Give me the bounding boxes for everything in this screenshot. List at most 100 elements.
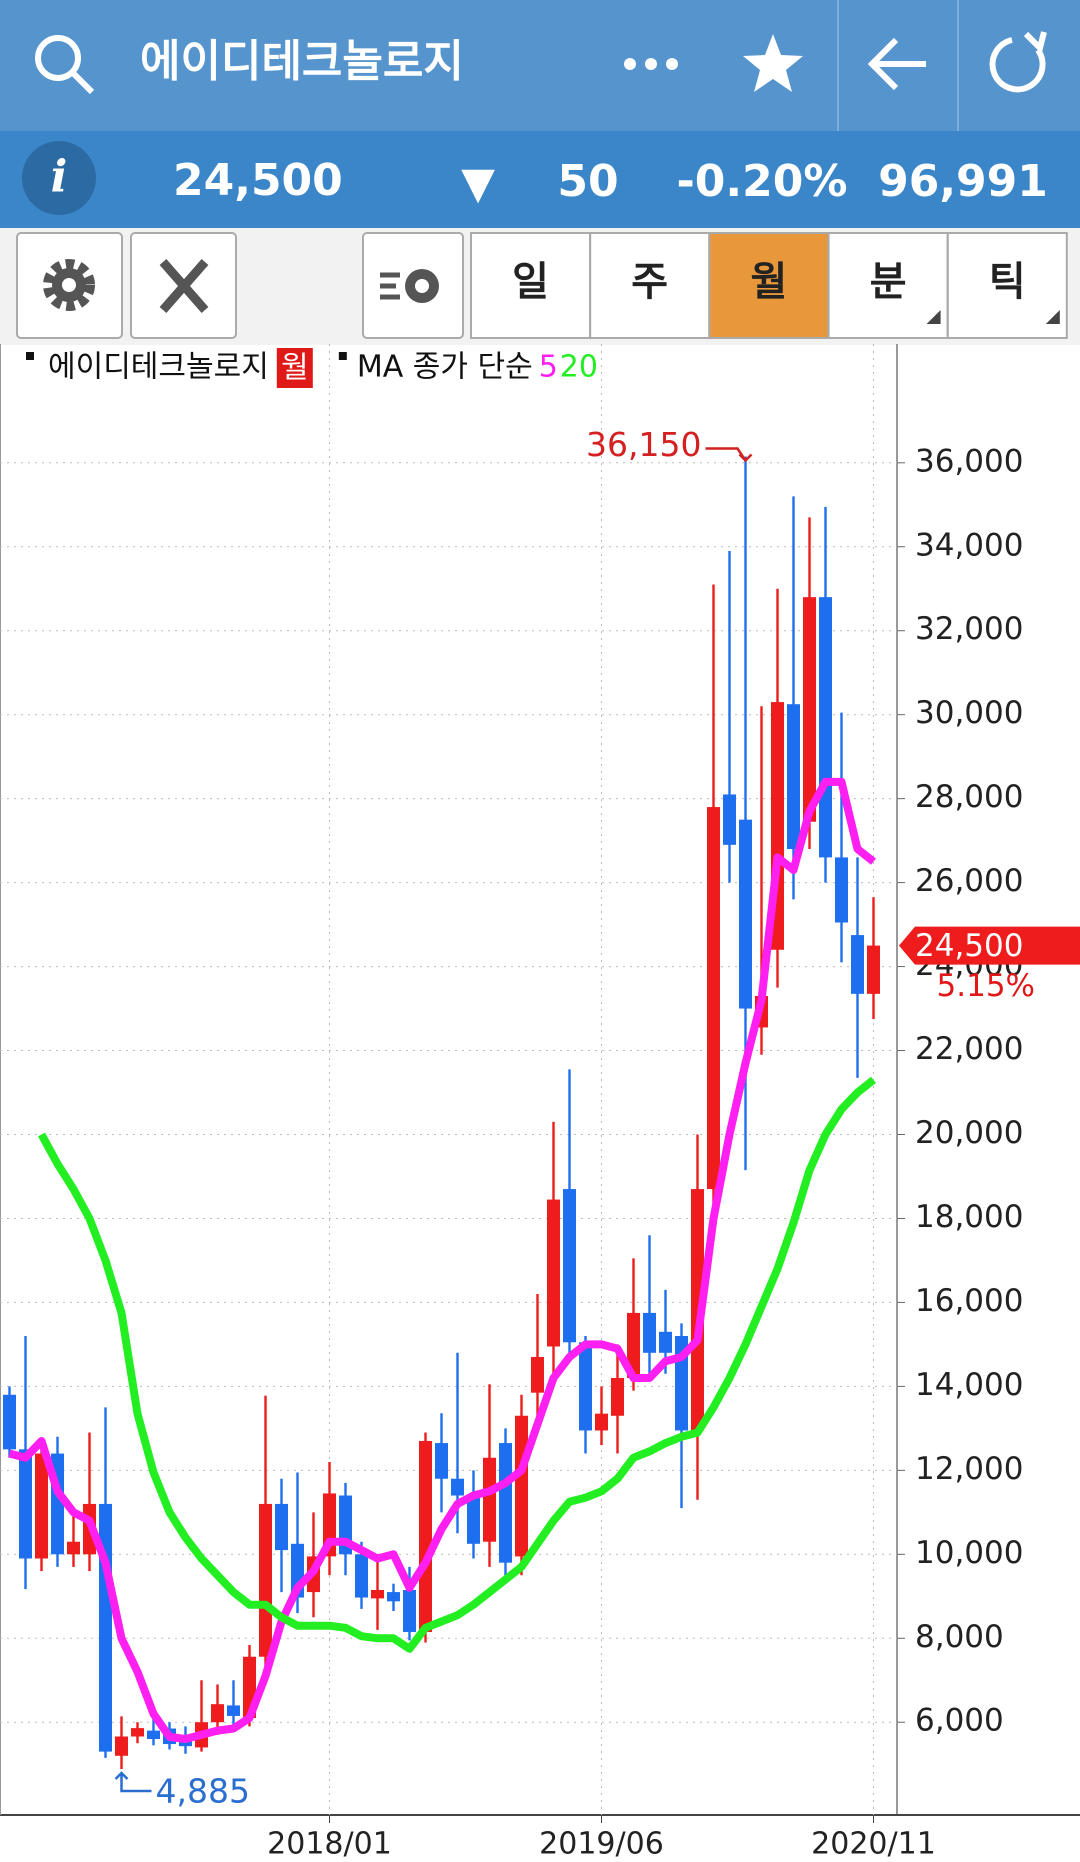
indicator-button[interactable] [362, 232, 464, 339]
candle-body [515, 1415, 528, 1557]
y-tick-label: 26,000 [915, 863, 1023, 899]
candle-body [467, 1495, 480, 1544]
annotation-arrow [705, 447, 753, 463]
x-tick-label: 2020/11 [811, 1827, 936, 1862]
title: 에이디테크놀로지 [140, 36, 464, 87]
candle-body [819, 597, 832, 858]
refresh-icon[interactable] [989, 31, 1047, 93]
candle-body [611, 1377, 624, 1416]
period-label: 틱 [989, 259, 1026, 305]
candle-body [627, 1312, 640, 1378]
legend-name: 에이디테크놀로지 [48, 350, 269, 385]
y-tick-label: 6,000 [915, 1703, 1004, 1739]
x-tick-label: 2018/01 [267, 1827, 392, 1862]
candle-body [851, 935, 864, 994]
candle-body [211, 1704, 224, 1723]
candle-body [419, 1440, 432, 1632]
last-price-label: 24,500 [915, 928, 1023, 964]
y-tick-label: 20,000 [915, 1115, 1023, 1151]
candle-body [563, 1189, 576, 1343]
candle-body [595, 1413, 608, 1431]
price: 24,500 [173, 155, 343, 206]
candle-body [531, 1356, 544, 1393]
tools-button[interactable] [130, 232, 237, 339]
y-tick-label: 34,000 [915, 527, 1023, 563]
period-button[interactable] [589, 232, 711, 339]
candle-body [403, 1589, 416, 1632]
y-tick-label: 36,000 [915, 443, 1023, 479]
candle-body [787, 704, 800, 850]
more-icon[interactable] [624, 58, 678, 70]
candle-body [451, 1478, 464, 1496]
candle-body [579, 1342, 592, 1431]
candle-body [643, 1312, 656, 1353]
y-tick-label: 14,000 [915, 1367, 1023, 1403]
dropdown-marker [1045, 310, 1060, 324]
y-tick-label: 22,000 [915, 1031, 1023, 1067]
back-icon[interactable] [867, 37, 926, 91]
candle-body [867, 945, 880, 994]
candle-body [131, 1728, 144, 1737]
info-button[interactable] [22, 141, 96, 215]
candle-body [435, 1443, 448, 1479]
candle-body [723, 794, 736, 845]
direction: ▼ [461, 158, 495, 209]
candle-body [707, 807, 720, 1190]
candle-body [547, 1199, 560, 1347]
candle-body [371, 1589, 384, 1599]
settings-button[interactable] [16, 232, 123, 339]
ma-line [37, 1076, 876, 1653]
candle-body [275, 1503, 288, 1551]
candle-body [387, 1592, 400, 1602]
candle-body [803, 597, 816, 822]
legend-marker [26, 352, 34, 360]
legend-badge: 월 [281, 351, 309, 386]
period-label: 분 [870, 259, 907, 305]
star-icon[interactable] [743, 34, 803, 92]
period-label: 일 [512, 259, 549, 305]
candle-body [259, 1503, 272, 1657]
y-tick-label: 32,000 [915, 611, 1023, 647]
y-tick-label: 30,000 [915, 695, 1023, 731]
dropdown-marker [926, 310, 941, 324]
ma-line [8, 777, 876, 1743]
candle-body [115, 1736, 128, 1756]
y-tick-label: 28,000 [915, 779, 1023, 815]
period-button[interactable] [827, 232, 949, 339]
candle-body [19, 1449, 32, 1559]
candle-body [3, 1394, 16, 1450]
legend-entry: 5 [539, 350, 558, 385]
candle-body [483, 1457, 496, 1542]
candle-body [147, 1730, 160, 1740]
legend-badge-bg [276, 348, 313, 388]
candle-body [355, 1554, 368, 1598]
period-label: 주 [631, 259, 668, 305]
legend-marker [338, 352, 347, 360]
search-icon[interactable] [35, 35, 95, 95]
candle-body [227, 1705, 240, 1716]
x-tick-label: 2019/06 [539, 1827, 664, 1862]
candle-body [35, 1453, 48, 1559]
annotation-label: 4,885 [156, 1772, 250, 1811]
y-tick-label: 18,000 [915, 1199, 1023, 1235]
last-change-label: 5.15% [937, 968, 1035, 1004]
last-price-tag [899, 926, 1080, 965]
period-button[interactable] [470, 232, 591, 339]
candle-body [739, 819, 752, 1009]
annotation-arrow [114, 1771, 152, 1793]
volume: 96,991 [878, 156, 1048, 207]
price-bar [0, 131, 1080, 228]
candle-body [835, 857, 848, 923]
annotation-label: 36,150 [586, 425, 701, 464]
y-tick-label: 8,000 [915, 1619, 1004, 1655]
period-button[interactable] [946, 232, 1068, 339]
y-tick-label: 10,000 [915, 1535, 1023, 1571]
candle-body [659, 1331, 672, 1353]
info-icon: i [51, 152, 68, 203]
candle-body [67, 1541, 80, 1555]
y-tick-label: 16,000 [915, 1283, 1023, 1319]
candle-body [499, 1443, 512, 1563]
period-label: 월 [750, 259, 787, 305]
legend-ma: MA 종가 단순 [357, 350, 533, 385]
